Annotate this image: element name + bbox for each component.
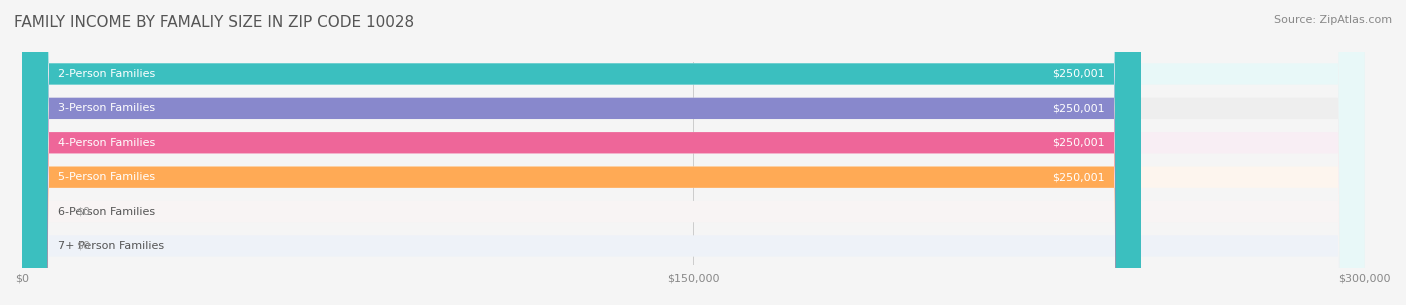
- Text: $0: $0: [76, 206, 90, 217]
- FancyBboxPatch shape: [22, 0, 1365, 305]
- Text: FAMILY INCOME BY FAMALIY SIZE IN ZIP CODE 10028: FAMILY INCOME BY FAMALIY SIZE IN ZIP COD…: [14, 15, 415, 30]
- Text: 3-Person Families: 3-Person Families: [58, 103, 155, 113]
- Text: $250,001: $250,001: [1053, 69, 1105, 79]
- Text: 6-Person Families: 6-Person Families: [58, 206, 155, 217]
- Text: 5-Person Families: 5-Person Families: [58, 172, 155, 182]
- Text: 2-Person Families: 2-Person Families: [58, 69, 155, 79]
- Text: $250,001: $250,001: [1053, 172, 1105, 182]
- FancyBboxPatch shape: [22, 0, 1140, 305]
- FancyBboxPatch shape: [22, 0, 1140, 305]
- Text: $250,001: $250,001: [1053, 138, 1105, 148]
- Text: 4-Person Families: 4-Person Families: [58, 138, 155, 148]
- FancyBboxPatch shape: [22, 0, 1365, 305]
- FancyBboxPatch shape: [22, 0, 1365, 305]
- Text: 7+ Person Families: 7+ Person Families: [58, 241, 165, 251]
- FancyBboxPatch shape: [22, 0, 1365, 305]
- FancyBboxPatch shape: [22, 0, 1140, 305]
- FancyBboxPatch shape: [22, 0, 1140, 305]
- Text: Source: ZipAtlas.com: Source: ZipAtlas.com: [1274, 15, 1392, 25]
- FancyBboxPatch shape: [22, 0, 1365, 305]
- Text: $0: $0: [76, 241, 90, 251]
- Text: $250,001: $250,001: [1053, 103, 1105, 113]
- FancyBboxPatch shape: [22, 0, 1365, 305]
